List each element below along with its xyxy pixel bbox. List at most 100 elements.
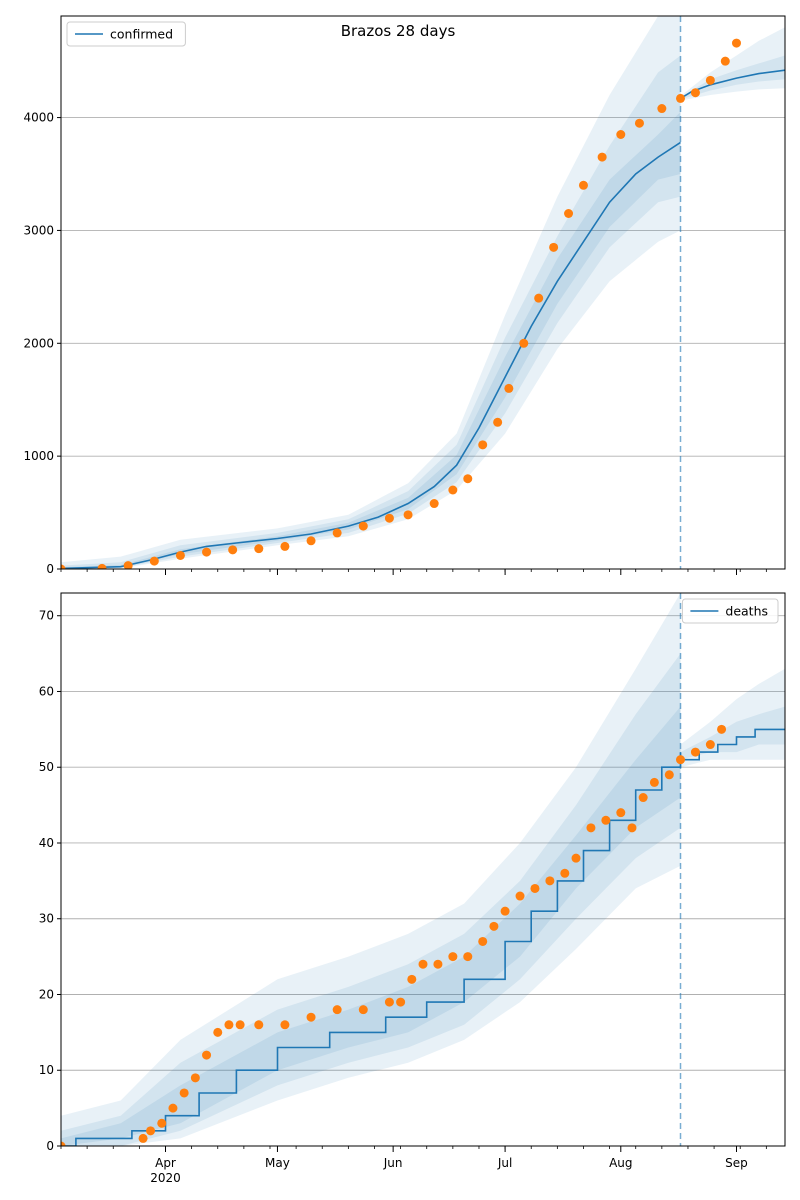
model-median-line — [61, 141, 681, 569]
observed-point — [138, 1133, 148, 1143]
observed-point — [175, 550, 185, 560]
legend: confirmed — [66, 21, 186, 47]
plot-area — [61, 16, 785, 569]
legend-box — [681, 598, 779, 624]
observed-point — [478, 440, 488, 450]
legend-label: confirmed — [110, 27, 173, 42]
observed-point — [586, 823, 596, 833]
observed-point — [676, 93, 686, 103]
observed-point — [61, 1141, 66, 1146]
observed-point — [676, 755, 686, 765]
y-tick-label: 0 — [46, 562, 54, 576]
observed-point — [500, 906, 510, 916]
observed-point — [280, 1020, 290, 1030]
observed-point — [649, 777, 659, 787]
observed-point — [228, 545, 238, 555]
confirmed-panel: 0 1000 2000 3000 4000 confirmed — [23, 15, 786, 576]
observed-point — [463, 952, 473, 962]
observed-point — [560, 868, 570, 878]
observed-point — [616, 130, 626, 139]
observed-point — [358, 1005, 368, 1015]
uncertainty-band — [61, 55, 681, 569]
y-tick-label: 30 — [39, 912, 54, 926]
x-tick-year-label: 2020 — [150, 1171, 181, 1185]
axes-frame — [60, 592, 786, 1147]
observed-point — [384, 513, 394, 523]
observed-point — [149, 556, 159, 566]
observed-point — [168, 1103, 178, 1113]
observed-point — [254, 544, 264, 554]
plot-area — [61, 593, 785, 1146]
x-tick-label: Sep — [725, 1156, 748, 1170]
forecast-median-line — [680, 728, 785, 761]
legend: deaths — [681, 598, 779, 624]
observed-point — [690, 747, 700, 757]
observed-point — [627, 823, 637, 833]
observed-point — [306, 536, 316, 546]
observed-point — [418, 959, 428, 969]
observed-point — [657, 104, 667, 114]
observed-point — [280, 541, 290, 551]
observed-point — [448, 485, 458, 495]
observed-point — [504, 383, 514, 393]
observed-point — [235, 1020, 245, 1030]
observed-point — [717, 724, 727, 734]
uncertainty-band — [680, 55, 785, 100]
observed-point — [578, 180, 588, 190]
observed-point — [202, 547, 212, 557]
observed-point — [597, 152, 607, 162]
observed-point — [396, 997, 406, 1007]
observed-point — [705, 75, 715, 85]
observed-point — [384, 997, 394, 1007]
observed-point — [720, 56, 730, 66]
y-tick-label: 20 — [39, 987, 54, 1001]
observed-point — [332, 1005, 342, 1015]
y-tick-label: 40 — [39, 836, 54, 850]
observed-point — [564, 209, 574, 218]
y-tick-label: 60 — [39, 684, 54, 698]
observed-point — [332, 528, 342, 538]
observed-point — [202, 1050, 212, 1060]
y-tick-label: 2000 — [23, 336, 54, 350]
x-tick-label: May — [265, 1156, 290, 1170]
observed-point — [157, 1118, 167, 1128]
observed-point — [549, 242, 559, 252]
observed-point — [179, 1088, 189, 1098]
figure-title: Brazos 28 days — [341, 22, 456, 40]
y-tick-label: 70 — [39, 609, 54, 623]
observed-point — [146, 1126, 156, 1136]
observed-point — [638, 793, 648, 803]
observed-point — [213, 1027, 223, 1037]
observed-point — [433, 959, 443, 969]
forecast-median-line — [680, 69, 785, 100]
observed-point — [403, 510, 413, 520]
observed-point — [190, 1073, 200, 1083]
observed-point — [478, 936, 488, 946]
observed-point — [224, 1020, 234, 1030]
observed-point — [429, 499, 439, 509]
uncertainty-band — [61, 16, 681, 569]
observed-point — [634, 118, 644, 128]
observed-point — [463, 474, 473, 484]
y-tick-label: 10 — [39, 1063, 54, 1077]
y-tick-label: 3000 — [23, 223, 54, 237]
observed-point — [515, 891, 525, 901]
observed-point — [534, 293, 544, 303]
legend-box — [66, 21, 186, 47]
observed-point — [545, 876, 555, 886]
observed-point — [519, 338, 529, 348]
y-tick-label: 1000 — [23, 449, 54, 463]
x-tick-label: Jun — [383, 1156, 403, 1170]
observed-point — [61, 564, 66, 569]
x-tick-label: Apr — [155, 1156, 176, 1170]
x-tick-label: Aug — [609, 1156, 632, 1170]
observed-point — [407, 974, 417, 984]
y-tick-label: 4000 — [23, 111, 54, 125]
observed-point — [616, 808, 626, 818]
axes-frame — [60, 15, 786, 570]
observed-point — [601, 815, 611, 825]
observed-point — [489, 921, 499, 931]
observed-point — [254, 1020, 264, 1030]
observed-point — [306, 1012, 316, 1022]
